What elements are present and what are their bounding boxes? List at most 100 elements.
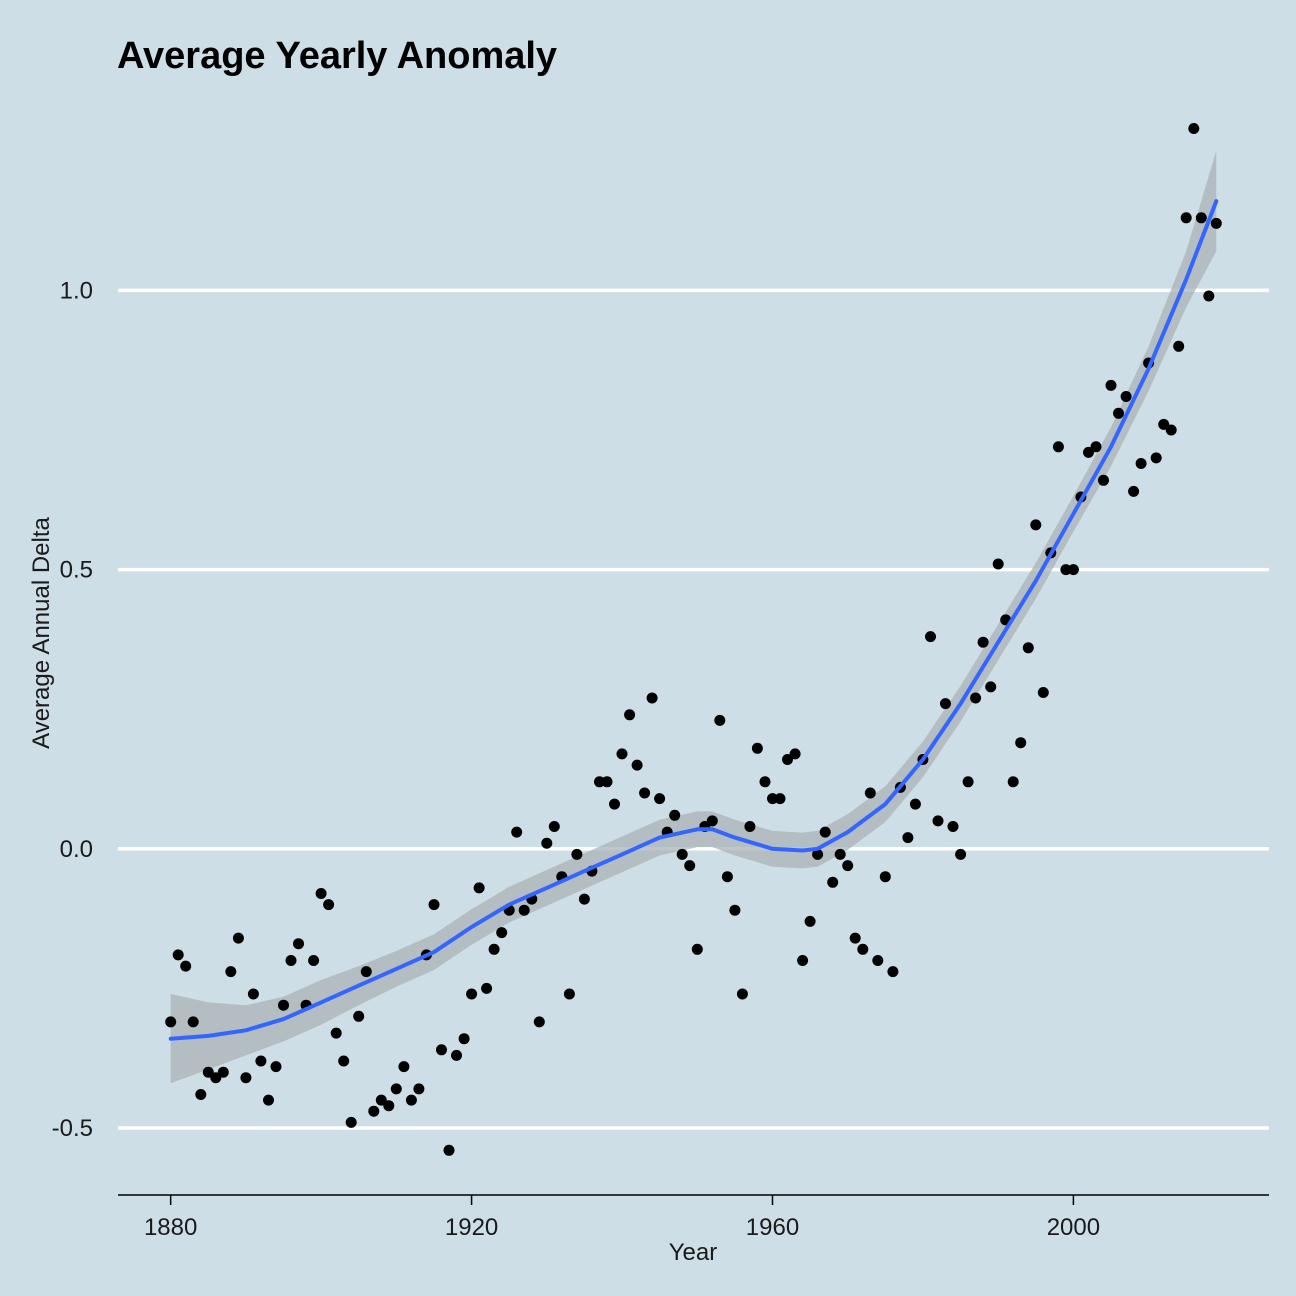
data-point [571, 848, 583, 860]
data-point [977, 636, 989, 648]
data-point [1113, 407, 1124, 419]
data-point [669, 809, 681, 821]
x-axis-title: Year [669, 1239, 718, 1266]
data-point [518, 904, 530, 916]
data-point [970, 692, 982, 704]
y-tick-label: 1.0 [60, 277, 93, 304]
data-point [1105, 379, 1117, 391]
data-point [1203, 290, 1215, 302]
data-point [360, 966, 372, 978]
data-point [744, 821, 756, 832]
data-point [797, 955, 809, 966]
data-point [466, 988, 478, 1000]
data-point [1067, 564, 1079, 576]
data-point [285, 955, 297, 966]
x-tick-label: 1960 [746, 1214, 799, 1241]
y-tick-label: 0.5 [60, 557, 93, 584]
x-axis-ticks: 1880 1920 1960 2000 [144, 1195, 1100, 1241]
data-point [1037, 687, 1049, 698]
data-point [578, 893, 590, 905]
data-point [390, 1083, 402, 1095]
data-point [714, 714, 726, 726]
data-point [1052, 441, 1064, 453]
data-point [1015, 737, 1027, 749]
data-point [940, 698, 951, 710]
data-point [759, 776, 771, 788]
data-point [368, 1105, 380, 1117]
data-point [812, 848, 824, 860]
data-point [232, 932, 244, 944]
data-point [789, 748, 801, 760]
data-point [1030, 519, 1042, 531]
x-tick-label: 1880 [144, 1214, 197, 1241]
data-point [706, 815, 718, 827]
data-point [646, 692, 658, 704]
data-point [533, 1016, 545, 1028]
data-point [684, 860, 696, 872]
data-point [308, 955, 320, 966]
data-point [172, 949, 184, 961]
data-point [955, 848, 967, 860]
data-point [187, 1016, 199, 1028]
data-point [195, 1089, 207, 1100]
data-point [624, 709, 636, 721]
data-point [353, 1010, 365, 1022]
data-point [947, 821, 959, 832]
data-point [548, 821, 560, 832]
data-point [654, 793, 666, 805]
data-point [458, 1033, 470, 1045]
data-point [1158, 418, 1170, 430]
data-point [751, 742, 763, 754]
data-point [488, 943, 500, 955]
data-point [992, 558, 1004, 570]
data-point [405, 1094, 417, 1106]
data-point [879, 871, 891, 883]
y-tick-label: -0.5 [52, 1115, 93, 1142]
chart-title: Average Yearly Anomaly [117, 35, 557, 77]
data-point [180, 960, 192, 972]
data-point [902, 832, 914, 844]
data-point [330, 1027, 342, 1039]
data-point [270, 1061, 282, 1073]
data-point [909, 798, 921, 810]
data-point [473, 882, 485, 894]
data-point [315, 888, 327, 899]
data-point [631, 759, 643, 771]
data-point [323, 899, 335, 911]
data-point [263, 1094, 274, 1106]
data-point [338, 1055, 350, 1067]
data-point [721, 871, 733, 883]
data-point [481, 982, 493, 994]
data-point [616, 748, 628, 760]
data-point [691, 943, 703, 955]
data-point [827, 876, 839, 888]
data-point [676, 848, 688, 860]
data-point [436, 1044, 447, 1056]
data-point [413, 1083, 425, 1095]
data-point [563, 988, 575, 1000]
data-point [541, 837, 553, 849]
data-point [1098, 474, 1109, 486]
data-point [774, 793, 786, 805]
data-point [1128, 485, 1140, 497]
data-point [165, 1016, 177, 1028]
y-axis-labels: -0.5 0.0 0.5 1.0 [52, 277, 93, 1142]
data-point [1195, 212, 1207, 224]
data-point [1135, 458, 1147, 469]
data-point [1150, 452, 1162, 464]
data-point [842, 860, 854, 872]
data-point [601, 776, 613, 788]
data-point [1120, 391, 1132, 402]
data-point [932, 815, 944, 827]
data-point [1180, 212, 1192, 224]
data-point [451, 1049, 462, 1061]
smooth-trend [168, 199, 1219, 1041]
data-point [278, 999, 289, 1011]
data-point [834, 848, 846, 860]
data-point [255, 1055, 267, 1067]
data-point [1173, 340, 1185, 352]
data-point [217, 1066, 229, 1078]
data-point [496, 927, 508, 939]
data-point [782, 754, 793, 765]
data-point [345, 1116, 357, 1128]
